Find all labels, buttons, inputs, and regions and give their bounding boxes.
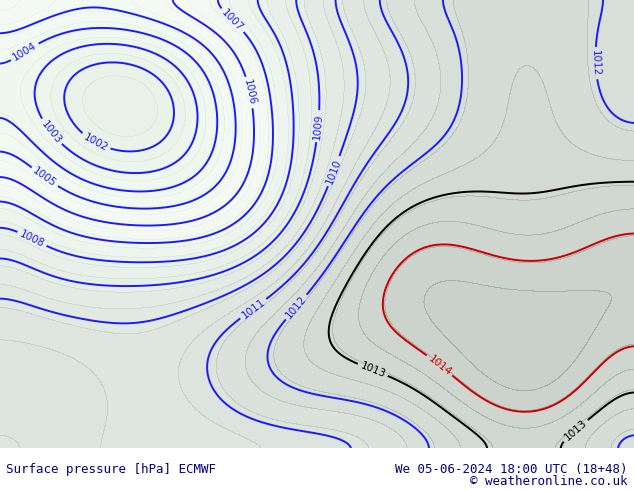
Text: 1004: 1004 <box>11 41 39 63</box>
Text: 1012: 1012 <box>284 294 309 320</box>
Text: 1011: 1011 <box>240 297 267 320</box>
Text: 1014: 1014 <box>426 353 453 377</box>
Text: 1002: 1002 <box>82 132 110 153</box>
Text: 1010: 1010 <box>325 157 343 185</box>
Text: 1006: 1006 <box>242 78 257 106</box>
Text: 1008: 1008 <box>18 228 46 249</box>
Text: Surface pressure [hPa] ECMWF: Surface pressure [hPa] ECMWF <box>6 463 216 476</box>
Text: 1012: 1012 <box>590 49 601 76</box>
Text: 1013: 1013 <box>562 418 588 443</box>
Text: We 05-06-2024 18:00 UTC (18+48): We 05-06-2024 18:00 UTC (18+48) <box>395 463 628 476</box>
Text: 1007: 1007 <box>220 7 245 33</box>
Text: © weatheronline.co.uk: © weatheronline.co.uk <box>470 475 628 488</box>
Text: 1005: 1005 <box>31 166 58 189</box>
Text: 1003: 1003 <box>39 119 63 146</box>
Text: 1013: 1013 <box>359 360 387 379</box>
Text: 1009: 1009 <box>312 113 325 140</box>
